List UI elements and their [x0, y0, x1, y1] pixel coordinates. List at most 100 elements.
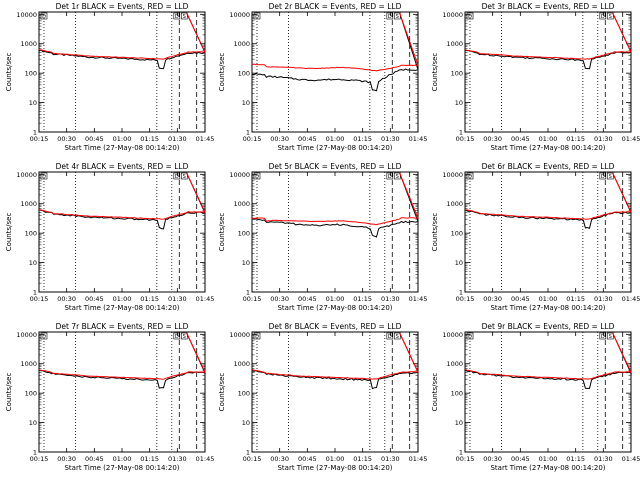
- x-tick-label: 00:15: [30, 135, 49, 143]
- panel-title: Det 2r BLACK = Events, RED = LLD: [269, 2, 402, 11]
- y-axis-label: Counts/sec: [5, 213, 13, 252]
- x-tick-label: 00:45: [511, 455, 530, 463]
- series-lld: [251, 332, 419, 380]
- y-axis-label: Counts/sec: [431, 53, 439, 92]
- x-tick-label: 01:45: [409, 135, 428, 143]
- x-tick-label: 01:30: [168, 455, 187, 463]
- marker-box-label: S: [609, 334, 612, 340]
- x-tick-label: 00:15: [456, 295, 475, 303]
- plot-frame: [38, 171, 206, 293]
- x-axis-label: Start Time (27-May-08 00:14:20): [64, 144, 179, 152]
- marker-box: [606, 12, 614, 20]
- x-axis-label: Start Time (27-May-08 00:14:20): [64, 464, 179, 472]
- x-tick-label: 01:15: [566, 455, 585, 463]
- x-tick-label: 01:45: [196, 135, 215, 143]
- series-events: [464, 172, 632, 229]
- y-tick-label: 1: [33, 129, 37, 137]
- x-tick-label: 00:15: [243, 135, 262, 143]
- panel-4: Det 4r BLACK = Events, RED = LLD 1 10 100 10…: [5, 162, 214, 312]
- panel-3: Det 3r BLACK = Events, RED = LLD 1 10 100 10…: [431, 2, 640, 152]
- y-tick-label: 100: [25, 230, 37, 238]
- y-tick-label: 10000: [229, 11, 250, 19]
- marker-box-label: S: [396, 14, 399, 20]
- x-tick-label: 00:15: [30, 295, 49, 303]
- plot-frame: [464, 331, 632, 453]
- x-tick-label: 01:00: [539, 295, 558, 303]
- marker-box: [599, 172, 607, 180]
- x-tick-label: 00:15: [456, 455, 475, 463]
- marker-box-label: D: [388, 14, 392, 20]
- marker-box: [466, 12, 474, 20]
- y-tick-label: 10: [242, 419, 250, 427]
- panel-title: Det 9r BLACK = Events, RED = LLD: [482, 322, 615, 331]
- panel-8: Det 8r BLACK = Events, RED = LLD 1 10 100 10…: [218, 322, 427, 472]
- y-tick-label: 1: [459, 129, 463, 137]
- marker-box: [173, 172, 181, 180]
- y-tick-label: 10: [455, 419, 463, 427]
- marker-box-label: D: [42, 334, 46, 340]
- marker-box-label: D: [255, 334, 259, 340]
- x-tick-label: 00:30: [270, 135, 289, 143]
- y-tick-label: 10000: [442, 171, 463, 179]
- panel-title: Det 5r BLACK = Events, RED = LLD: [269, 162, 402, 171]
- marker-box: [253, 332, 261, 340]
- x-tick-label: 00:30: [57, 295, 76, 303]
- x-tick-label: 01:45: [409, 455, 428, 463]
- series-lld: [38, 12, 206, 60]
- marker-box: [599, 12, 607, 20]
- y-tick-label: 10000: [16, 171, 37, 179]
- marker-box-label: D: [388, 174, 392, 180]
- marker-box-label: D: [601, 334, 605, 340]
- x-tick-label: 01:45: [622, 455, 640, 463]
- plot-frame: [464, 171, 632, 293]
- plot-frame: [38, 331, 206, 453]
- y-axis-label: Counts/sec: [5, 53, 13, 92]
- panel-title: Det 8r BLACK = Events, RED = LLD: [269, 322, 402, 331]
- panel-2: Det 2r BLACK = Events, RED = LLD 1 10 100 10…: [218, 2, 427, 152]
- series-events: [38, 12, 206, 70]
- marker-box: [253, 172, 261, 180]
- panel-7: Det 7r BLACK = Events, RED = LLD 1 10 100 10…: [5, 322, 214, 472]
- panel-1: Det 1r BLACK = Events, RED = LLD 1 10 100 10…: [5, 2, 214, 152]
- plot-frame: [251, 11, 419, 133]
- plot-frame: [251, 171, 419, 293]
- y-tick-label: 1000: [446, 40, 463, 48]
- marker-box: [180, 172, 188, 180]
- x-tick-label: 00:30: [483, 295, 502, 303]
- y-axis-label: Counts/sec: [431, 213, 439, 252]
- series-events: [464, 12, 632, 70]
- y-tick-label: 1: [246, 129, 250, 137]
- x-tick-label: 01:45: [409, 295, 428, 303]
- panel-title: Det 3r BLACK = Events, RED = LLD: [482, 2, 615, 11]
- marker-box: [173, 332, 181, 340]
- marker-box-label: S: [396, 174, 399, 180]
- x-tick-label: 01:30: [594, 455, 613, 463]
- y-axis-label: Counts/sec: [218, 213, 226, 252]
- x-tick-label: 00:30: [270, 455, 289, 463]
- y-tick-label: 1000: [233, 200, 250, 208]
- y-tick-label: 10000: [442, 11, 463, 19]
- marker-box-label: D: [175, 14, 179, 20]
- x-tick-label: 01:30: [381, 295, 400, 303]
- x-tick-label: 01:00: [113, 295, 132, 303]
- marker-box: [393, 332, 401, 340]
- y-tick-label: 1: [33, 449, 37, 457]
- marker-box: [386, 12, 394, 20]
- x-tick-label: 00:30: [270, 295, 289, 303]
- x-tick-label: 01:45: [622, 135, 640, 143]
- y-tick-label: 100: [238, 230, 250, 238]
- marker-box-label: S: [183, 174, 186, 180]
- x-tick-label: 01:00: [326, 455, 345, 463]
- y-tick-label: 10: [29, 259, 37, 267]
- x-tick-label: 00:45: [85, 455, 104, 463]
- x-tick-label: 01:30: [594, 135, 613, 143]
- x-tick-label: 01:00: [326, 135, 345, 143]
- series-events: [464, 332, 633, 390]
- y-tick-label: 10: [242, 99, 250, 107]
- x-tick-label: 00:15: [243, 295, 262, 303]
- y-tick-label: 10000: [16, 331, 37, 339]
- plot-frame: [464, 11, 632, 133]
- series-events: [251, 332, 419, 390]
- series-lld: [464, 332, 632, 380]
- y-tick-label: 10000: [229, 171, 250, 179]
